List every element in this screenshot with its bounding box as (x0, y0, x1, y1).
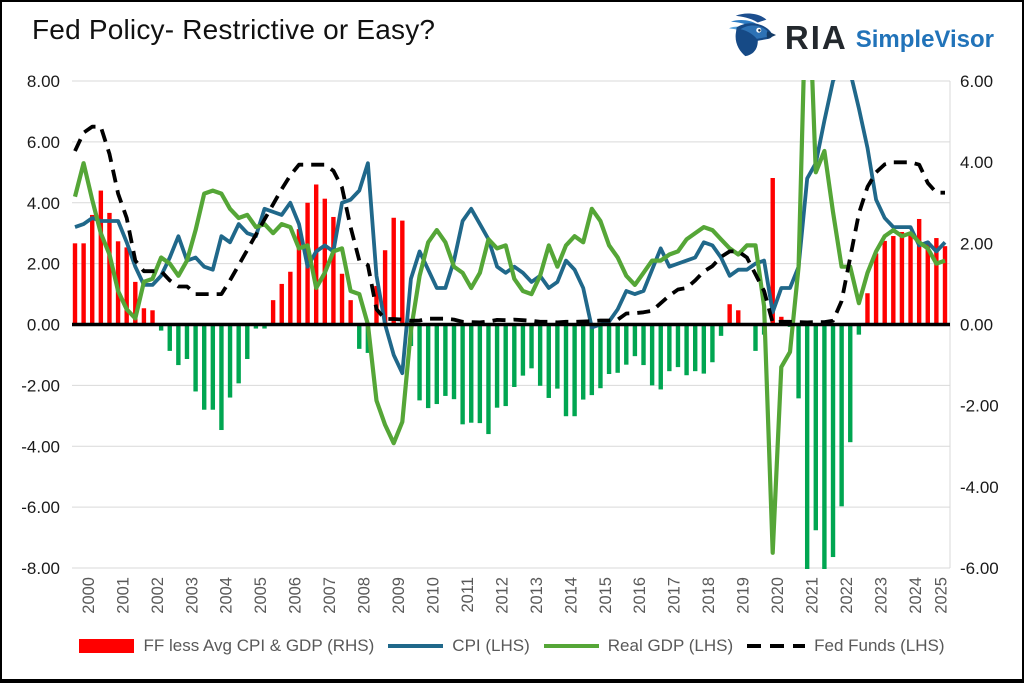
svg-text:2011: 2011 (459, 577, 477, 612)
legend-item-cpi: CPI (LHS) (388, 636, 530, 656)
legend-label: FF less Avg CPI & GDP (RHS) (143, 636, 375, 655)
svg-text:2023: 2023 (872, 577, 890, 614)
svg-text:-2.00: -2.00 (21, 376, 60, 395)
svg-text:2.00: 2.00 (27, 255, 60, 274)
svg-text:2002: 2002 (149, 577, 167, 614)
legend-item-gdp: Real GDP (LHS) (543, 636, 734, 656)
brand-logo: RIA SimpleVisor (728, 12, 994, 63)
svg-text:2007: 2007 (321, 577, 339, 614)
svg-text:2005: 2005 (252, 577, 270, 614)
svg-text:2019: 2019 (735, 577, 753, 614)
svg-text:2017: 2017 (666, 577, 684, 614)
brand-product: SimpleVisor (855, 25, 994, 53)
svg-text:2018: 2018 (700, 577, 718, 614)
svg-text:2010: 2010 (424, 577, 442, 614)
svg-text:2020: 2020 (769, 577, 787, 614)
svg-text:2009: 2009 (390, 577, 408, 614)
svg-text:2008: 2008 (356, 577, 374, 614)
eagle-shield-icon (728, 12, 777, 63)
blue-line-swatch (388, 644, 444, 648)
svg-text:2024: 2024 (907, 577, 925, 614)
svg-text:2021: 2021 (803, 577, 821, 614)
svg-text:6.00: 6.00 (960, 72, 993, 91)
svg-text:2006: 2006 (287, 577, 305, 614)
svg-text:6.00: 6.00 (27, 133, 60, 152)
svg-text:4.00: 4.00 (960, 153, 993, 172)
svg-text:2012: 2012 (493, 577, 511, 614)
svg-text:2025: 2025 (933, 577, 951, 614)
legend-label: Real GDP (LHS) (607, 636, 734, 655)
svg-text:0.00: 0.00 (960, 316, 993, 335)
legend-item-spread: FF less Avg CPI & GDP (RHS) (79, 636, 374, 656)
black-dashed-swatch (747, 644, 806, 648)
svg-text:-6.00: -6.00 (960, 559, 999, 578)
svg-text:2001: 2001 (114, 577, 132, 614)
svg-text:2013: 2013 (528, 577, 546, 614)
red-bar-swatch (79, 639, 135, 653)
svg-text:-6.00: -6.00 (21, 498, 60, 517)
svg-text:2022: 2022 (838, 577, 856, 614)
svg-text:2015: 2015 (597, 577, 615, 614)
brand-name: RIA (784, 19, 848, 56)
svg-text:2004: 2004 (218, 577, 236, 614)
svg-text:-8.00: -8.00 (21, 559, 60, 578)
svg-text:2000: 2000 (80, 577, 98, 614)
svg-text:-4.00: -4.00 (21, 437, 60, 456)
page-title: Fed Policy- Restrictive or Easy? (32, 14, 436, 45)
svg-text:2014: 2014 (562, 577, 580, 614)
svg-text:8.00: 8.00 (27, 72, 60, 91)
svg-text:-2.00: -2.00 (960, 397, 999, 416)
legend-item-fedfunds: Fed Funds (LHS) (747, 636, 945, 656)
legend-label: CPI (LHS) (452, 636, 530, 655)
svg-text:2.00: 2.00 (960, 234, 993, 253)
svg-text:-4.00: -4.00 (960, 478, 999, 497)
green-line-swatch (543, 644, 599, 648)
chart-legend: FF less Avg CPI & GDP (RHS) CPI (LHS) Re… (2, 636, 1022, 656)
svg-text:2003: 2003 (183, 577, 201, 614)
svg-text:4.00: 4.00 (27, 194, 60, 213)
svg-text:2016: 2016 (631, 577, 649, 614)
legend-label: Fed Funds (LHS) (814, 636, 945, 655)
svg-text:0.00: 0.00 (27, 316, 60, 335)
